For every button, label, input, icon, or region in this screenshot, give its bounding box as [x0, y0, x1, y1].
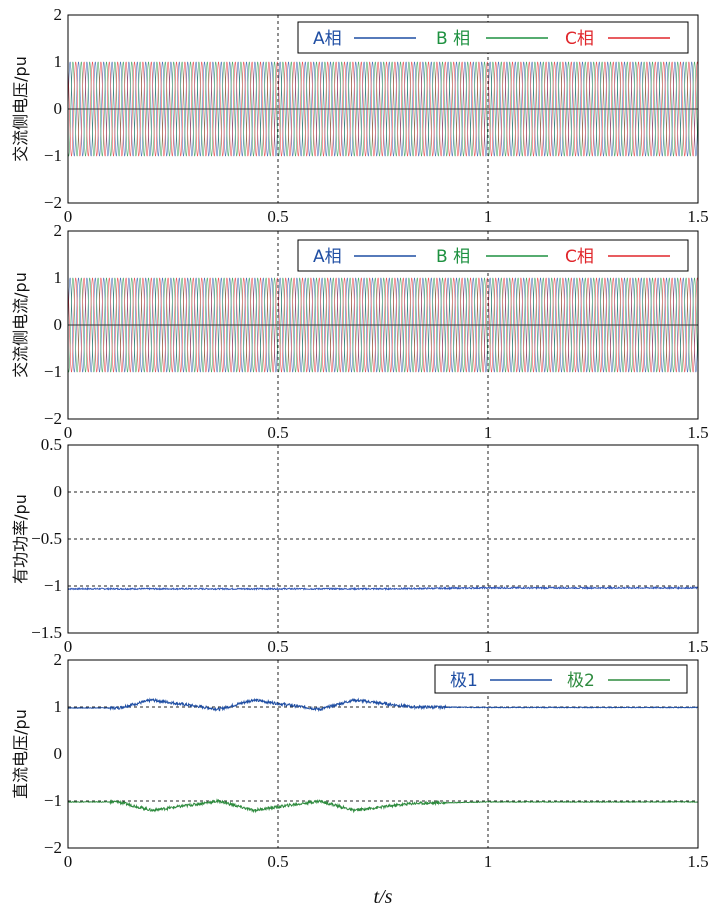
legend-label-phase-c: C相 — [565, 247, 594, 267]
series-line-phase-b — [67, 277, 699, 373]
waves-ac-voltage — [67, 61, 699, 157]
series-line-pole-2 — [67, 798, 699, 814]
y-ticks-ac-voltage: 2 1 0 −1 −2 — [44, 5, 62, 212]
ytick-0: 0 — [54, 99, 63, 118]
ytick-neg2: −2 — [44, 409, 62, 428]
legend-label-pole-1: 极1 — [450, 671, 478, 691]
x-ticks-active-power: 0 0.5 1 1.5 — [64, 637, 709, 656]
xtick-1: 1 — [484, 207, 493, 226]
legend-ac-current: A相 B 相 C相 — [297, 239, 689, 272]
gridlines-active-power — [68, 445, 698, 633]
y-axis-label-ac-current: 交流侧电流/pu — [11, 272, 30, 378]
ytick-neg1: −1 — [44, 791, 62, 810]
x-ticks-dc-voltage: 0 0.5 1 1.5 — [64, 852, 709, 871]
y-ticks-active-power: 0.5 0 −0.5 −1 −1.5 — [31, 435, 62, 642]
ytick-neg1: −1 — [44, 576, 62, 595]
series-line-phase-c — [67, 277, 699, 373]
series-line-active-power — [67, 585, 699, 591]
ytick-neg0-5: −0.5 — [31, 529, 62, 548]
xtick-0-5: 0.5 — [267, 637, 288, 656]
legend-label-phase-b: B 相 — [436, 247, 470, 267]
xtick-1: 1 — [484, 637, 493, 656]
ytick-neg1: −1 — [44, 362, 62, 381]
ytick-0-5: 0.5 — [41, 435, 62, 454]
ytick-neg1: −1 — [44, 146, 62, 165]
ytick-neg2: −2 — [44, 838, 62, 857]
xtick-1-5: 1.5 — [687, 852, 708, 871]
y-axis-label-ac-voltage: 交流侧电压/pu — [11, 56, 30, 162]
x-ticks-ac-current: 0 0.5 1 1.5 — [64, 423, 709, 442]
xtick-1: 1 — [484, 423, 493, 442]
xtick-1-5: 1.5 — [687, 637, 708, 656]
ytick-2: 2 — [54, 5, 63, 24]
y-ticks-ac-current: 2 1 0 −1 −2 — [44, 221, 62, 428]
ytick-neg1-5: −1.5 — [31, 623, 62, 642]
y-axis-label-active-power: 有功功率/pu — [11, 494, 30, 584]
panel-active-power: 0.5 0 −0.5 −1 −1.5 0 0.5 1 1.5 有功功率/pu — [11, 435, 709, 656]
ytick-0: 0 — [54, 315, 63, 334]
xtick-0: 0 — [64, 423, 73, 442]
series-line-pole-1 — [67, 697, 699, 713]
series-line-phase-b — [67, 61, 699, 157]
trace-active-power — [67, 585, 699, 591]
legend-label-phase-b: B 相 — [436, 29, 470, 49]
xtick-0-5: 0.5 — [267, 852, 288, 871]
xtick-1: 1 — [484, 852, 493, 871]
xtick-0: 0 — [64, 207, 73, 226]
waves-ac-current — [67, 277, 699, 373]
panel-ac-current: 2 1 0 −1 −2 0 0.5 1 1.5 交流侧电流/pu A相 B 相 … — [11, 221, 709, 442]
xtick-0: 0 — [64, 637, 73, 656]
x-axis-label: t/s — [374, 886, 393, 908]
ytick-neg2: −2 — [44, 193, 62, 212]
ytick-2: 2 — [54, 221, 63, 240]
xtick-0-5: 0.5 — [267, 207, 288, 226]
legend-label-phase-a: A相 — [313, 247, 342, 267]
traces-dc-voltage — [67, 697, 699, 814]
y-axis-label-dc-voltage: 直流电压/pu — [11, 709, 30, 799]
legend-dc-voltage: 极1 极2 — [434, 664, 688, 694]
panel-ac-voltage: 2 1 0 −1 −2 0 0.5 1 1.5 交流侧电压/pu A相 B 相 … — [11, 5, 709, 226]
ytick-0: 0 — [54, 482, 63, 501]
y-ticks-dc-voltage: 2 1 0 −1 −2 — [44, 650, 62, 857]
xtick-0-5: 0.5 — [267, 423, 288, 442]
ytick-1: 1 — [54, 697, 63, 716]
ytick-1: 1 — [54, 268, 63, 287]
legend-label-phase-c: C相 — [565, 29, 594, 49]
legend-label-pole-2: 极2 — [567, 671, 595, 691]
ytick-1: 1 — [54, 52, 63, 71]
xtick-1-5: 1.5 — [687, 207, 708, 226]
panel-dc-voltage: 2 1 0 −1 −2 0 0.5 1 1.5 直流电压/pu 极1 极2 t/… — [11, 650, 709, 908]
series-line-phase-c — [67, 61, 699, 157]
xtick-1-5: 1.5 — [687, 423, 708, 442]
legend-label-phase-a: A相 — [313, 29, 342, 49]
ytick-0: 0 — [54, 744, 63, 763]
ytick-2: 2 — [54, 650, 63, 669]
x-ticks-ac-voltage: 0 0.5 1 1.5 — [64, 207, 709, 226]
legend-ac-voltage: A相 B 相 C相 — [297, 21, 689, 54]
xtick-0: 0 — [64, 852, 73, 871]
